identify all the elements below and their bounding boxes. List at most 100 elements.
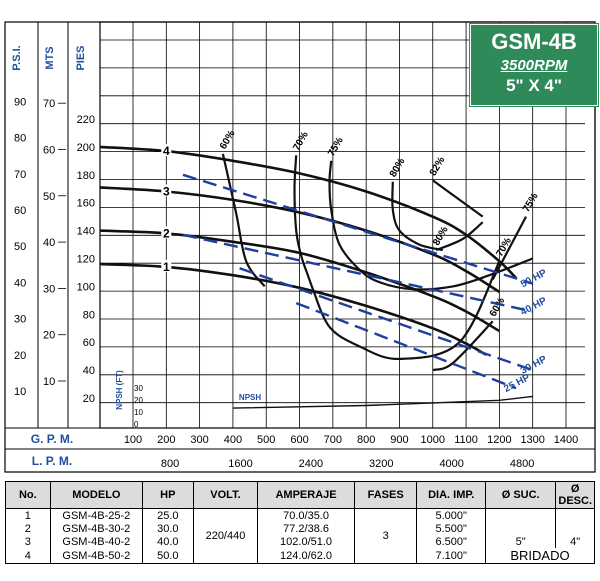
efficiency-label: 82%: [428, 155, 448, 178]
head-curve-label: 4: [163, 144, 170, 158]
mts-tick-label: 30: [43, 283, 55, 295]
npsh-curve: [232, 395, 533, 409]
efficiency-label: 75%: [326, 135, 346, 158]
cell-dia: 5.000": [416, 508, 486, 522]
power-label: 40 HP: [519, 295, 549, 318]
th-dia: DIA. IMP.: [416, 481, 486, 509]
chart-grid: [100, 22, 585, 428]
psi-tick-label: 60: [14, 205, 26, 217]
power-label: 25 HP: [502, 372, 532, 395]
head-curve-1: [99, 262, 487, 356]
cell-hp: 50.0: [142, 548, 194, 564]
npsh-tick-label: 20: [134, 396, 143, 405]
cell-bridado: BRIDADO: [484, 548, 596, 564]
efficiency-curve: [328, 160, 534, 291]
cell-modelo: GSM-4B-25-2: [49, 508, 144, 522]
badge-rpm: 3500RPM: [500, 57, 568, 74]
lpm-tick-label: 2400: [299, 458, 323, 470]
efficiency-label: 75%: [521, 191, 541, 214]
gpm-tick-label: 900: [390, 434, 408, 446]
efficiency-curve: [221, 153, 266, 288]
cell-suc: 5": [484, 508, 557, 548]
psi-tick-label: 50: [14, 241, 26, 253]
lpm-tick-label: 4000: [439, 458, 463, 470]
efficiency-curve: [311, 260, 501, 361]
gpm-tick-label: 100: [124, 434, 142, 446]
mts-tick-label: 10: [43, 376, 55, 388]
mts-tick-label: 40: [43, 237, 55, 249]
specs-table: No. MODELO HP VOLT. AMPERAJE FASES DIA. …: [5, 481, 596, 564]
lpm-tick-label: 3200: [369, 458, 393, 470]
lpm-tick-label: 4800: [510, 458, 534, 470]
efficiency-curve: [491, 216, 528, 280]
table-row: 3 GSM-4B-40-2 40.0 102.0/51.0 6.500": [5, 535, 595, 548]
th-suc: Ø SUC.: [484, 481, 557, 509]
gpm-tick-label: 600: [290, 434, 308, 446]
pump-curve-chart: P.S.I. MTS PIES102030405060708090102030405…: [4, 21, 596, 473]
curves-layer: 4 3 2 1 60% 70% 75% 80% 82% 80% 75% 70% 60% 50 HP 40 H…: [99, 128, 549, 395]
efficiency-curve: [391, 181, 444, 252]
left-axes: P.S.I. MTS PIES 10 20 30 40 50 60 70 80 90 10 20 30 40 5…: [11, 45, 95, 405]
gpm-tick-label: 1000: [421, 434, 445, 446]
left-axis-title: P.S.I.: [11, 45, 23, 70]
th-fases: FASES: [353, 481, 418, 509]
th-desc: Ø DESC.: [555, 481, 595, 509]
table-row: 4 GSM-4B-50-2 50.0 124.0/62.0 7.100" BRI…: [5, 548, 596, 564]
pies-tick-label: 40: [83, 365, 95, 377]
head-curve-4: [99, 145, 517, 279]
pies-tick-label: 120: [77, 254, 95, 266]
gpm-tick-label: 700: [324, 434, 342, 446]
gpm-tick-label: 200: [157, 434, 175, 446]
gpm-tick-label: 500: [257, 434, 275, 446]
power-line: [182, 173, 534, 285]
psi-tick-label: 90: [14, 96, 26, 108]
pies-tick-label: 20: [83, 393, 95, 405]
cell-no: 1: [5, 508, 51, 522]
gpm-tick-label: 300: [190, 434, 208, 446]
pies-tick-label: 220: [77, 114, 95, 126]
cell-dia: 7.100": [416, 548, 486, 564]
table-header-row: No. MODELO HP VOLT. AMPERAJE FASES DIA. …: [5, 481, 595, 509]
efficiency-label: 60%: [488, 296, 508, 319]
psi-tick-label: 10: [14, 386, 26, 398]
npsh-tick-label: 0: [134, 420, 139, 429]
pies-tick-label: 200: [77, 142, 95, 154]
cell-no: 4: [5, 548, 51, 564]
cell-modelo: GSM-4B-30-2: [49, 522, 144, 535]
head-label-bg: [161, 259, 172, 272]
cell-amperaje: 70.0/35.0: [257, 508, 355, 522]
th-hp: HP: [142, 481, 194, 509]
pies-tick-label: 140: [77, 226, 95, 238]
cell-hp: 40.0: [142, 535, 194, 548]
table-row: 1 GSM-4B-25-2 25.0 220/440 70.0/35.0 3 5…: [5, 508, 595, 564]
power-line: [239, 267, 534, 372]
power-line: [295, 301, 517, 390]
lpm-tick-label: 800: [161, 458, 179, 470]
gpm-tick-label: 1400: [554, 434, 578, 446]
cell-no: 2: [5, 522, 51, 535]
npsh-tick-label: 30: [134, 384, 143, 393]
pies-tick-label: 80: [83, 309, 95, 321]
table-row: 2 GSM-4B-30-2 30.0 77.2/38.6 5.500": [5, 522, 595, 535]
efficiency-curve: [432, 320, 494, 372]
efficiency-curve: [432, 179, 484, 218]
chart-frame: [4, 21, 596, 473]
power-line: [182, 233, 533, 313]
gpm-axis-label: G. P. M.: [31, 432, 73, 446]
th-no: No.: [5, 481, 51, 509]
th-amperaje: AMPERAJE: [257, 481, 355, 509]
gpm-tick-label: 1300: [520, 434, 544, 446]
cell-dia: 5.500": [416, 522, 486, 535]
mts-tick-label: 60: [43, 145, 55, 157]
cell-amperaje: 102.0/51.0: [257, 535, 355, 548]
power-label: 50 HP: [519, 267, 549, 290]
lpm-axis-label: L. P. M.: [32, 454, 72, 468]
efficiency-label: 70%: [494, 236, 514, 259]
npsh-tick-label: 10: [134, 408, 143, 417]
cell-modelo: GSM-4B-50-2: [49, 548, 144, 564]
npsh-axis-label: NPSH (FT): [115, 370, 124, 410]
pies-tick-label: 60: [83, 337, 95, 349]
npsh-layer: NPSH (FT) 0 10 20 30 NPSH: [115, 370, 533, 429]
efficiency-label: 80%: [431, 225, 451, 248]
head-curve-label: 3: [163, 185, 170, 199]
